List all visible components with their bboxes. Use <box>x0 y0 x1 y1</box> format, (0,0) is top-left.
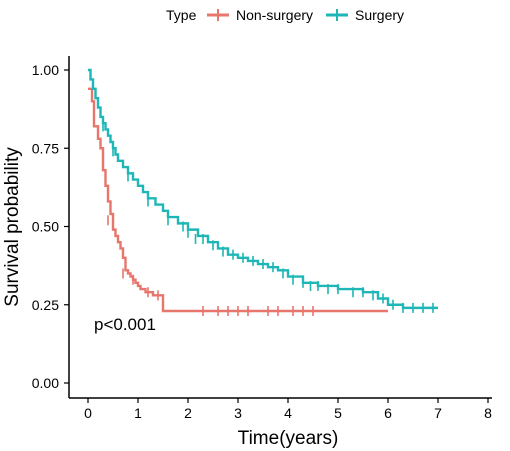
p-value-annotation: p<0.001 <box>94 315 156 334</box>
y-tick-label: 0.50 <box>32 219 59 235</box>
x-tick-label: 1 <box>134 405 142 421</box>
legend-label-non-surgery: Non-surgery <box>236 7 313 23</box>
y-tick-label: 0.00 <box>32 375 59 391</box>
survival-curves <box>88 68 438 313</box>
y-tick-label: 1.00 <box>32 62 59 78</box>
x-tick-label: 0 <box>84 405 92 421</box>
x-tick-label: 8 <box>484 405 492 421</box>
x-axis-title: Time(years) <box>238 428 339 449</box>
x-tick-label: 7 <box>434 405 442 421</box>
legend-item-surgery: Surgery <box>326 7 404 23</box>
x-tick-label: 4 <box>284 405 292 421</box>
legend-label-surgery: Surgery <box>355 7 404 23</box>
x-tick-label: 3 <box>234 405 242 421</box>
censor-marks <box>102 121 434 317</box>
legend: Type Non-surgery Surgery <box>166 7 404 23</box>
x-ticks: 0 1 2 3 4 5 6 7 8 <box>84 398 492 421</box>
legend-title: Type <box>166 7 197 23</box>
y-ticks: 0.00 0.25 0.50 0.75 1.00 <box>32 62 69 391</box>
x-tick-label: 6 <box>384 405 392 421</box>
x-tick-label: 2 <box>184 405 192 421</box>
curve-non-surgery <box>88 87 388 313</box>
legend-item-non-surgery: Non-surgery <box>207 7 313 23</box>
y-tick-label: 0.25 <box>32 297 59 313</box>
x-tick-label: 5 <box>334 405 342 421</box>
curve-surgery <box>88 68 438 310</box>
y-axis-title: Survival probability <box>2 147 23 307</box>
y-tick-label: 0.75 <box>32 140 59 156</box>
